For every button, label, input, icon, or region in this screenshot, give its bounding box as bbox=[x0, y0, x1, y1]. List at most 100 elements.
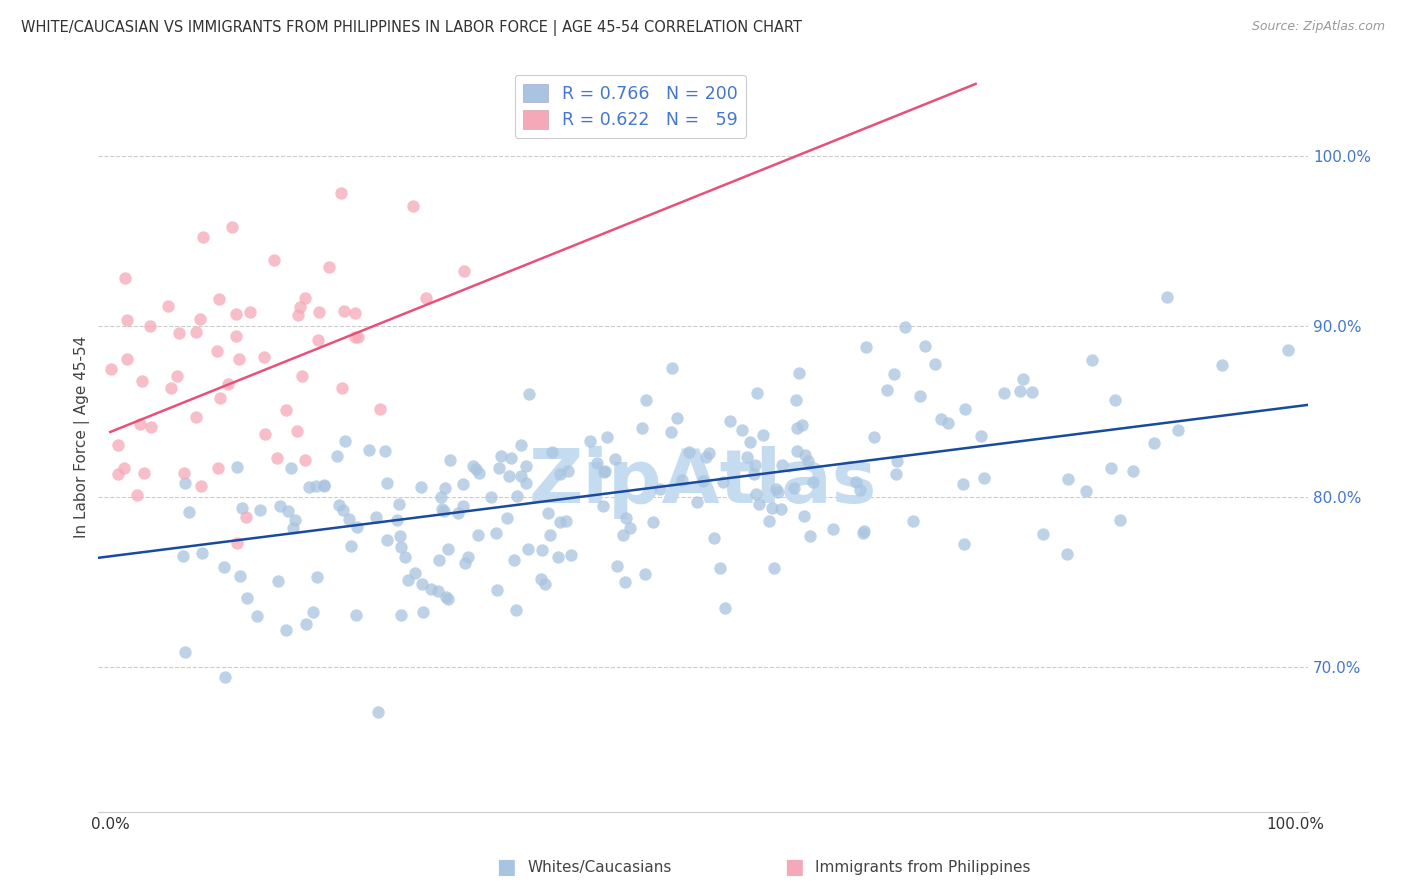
Point bbox=[786, 421, 808, 435]
Point bbox=[167, 326, 190, 340]
Point bbox=[742, 467, 765, 481]
Point bbox=[631, 420, 654, 434]
Point bbox=[745, 487, 768, 501]
Point bbox=[1081, 353, 1104, 368]
Point bbox=[468, 466, 491, 480]
Point bbox=[277, 504, 299, 518]
Point bbox=[436, 592, 458, 607]
Point bbox=[346, 329, 368, 343]
Point bbox=[172, 549, 194, 564]
Point bbox=[650, 483, 672, 497]
Point bbox=[184, 325, 207, 339]
Point bbox=[415, 291, 437, 305]
Point bbox=[530, 542, 553, 557]
Point bbox=[346, 520, 368, 534]
Point bbox=[375, 533, 398, 547]
Point bbox=[769, 502, 792, 516]
Point bbox=[671, 473, 693, 487]
Point bbox=[953, 402, 976, 417]
Point bbox=[267, 574, 290, 588]
Point bbox=[845, 475, 868, 490]
Point bbox=[367, 705, 389, 719]
Point bbox=[129, 417, 152, 431]
Point bbox=[953, 537, 976, 551]
Point bbox=[305, 478, 328, 492]
Point bbox=[451, 477, 474, 491]
Point bbox=[537, 506, 560, 520]
Point bbox=[225, 329, 247, 343]
Text: Immigrants from Philippines: Immigrants from Philippines bbox=[815, 860, 1031, 874]
Point bbox=[686, 495, 709, 509]
Point bbox=[190, 478, 212, 492]
Point bbox=[593, 464, 616, 478]
Point bbox=[426, 584, 449, 599]
Point bbox=[239, 305, 262, 319]
Point bbox=[936, 416, 959, 430]
Point bbox=[801, 475, 824, 489]
Point bbox=[139, 319, 162, 334]
Point bbox=[799, 529, 821, 543]
Point bbox=[550, 467, 572, 482]
Point bbox=[245, 609, 267, 624]
Point bbox=[231, 500, 253, 515]
Point bbox=[266, 450, 288, 465]
Point bbox=[318, 260, 340, 274]
Point bbox=[1211, 358, 1233, 372]
Point bbox=[1010, 384, 1032, 398]
Point bbox=[281, 521, 304, 535]
Point bbox=[228, 352, 250, 367]
Point bbox=[491, 449, 513, 463]
Point bbox=[1277, 343, 1299, 357]
Point bbox=[863, 430, 886, 444]
Point bbox=[375, 476, 398, 491]
Point bbox=[585, 456, 607, 470]
Point bbox=[115, 352, 138, 367]
Point bbox=[132, 467, 155, 481]
Point bbox=[217, 376, 239, 391]
Point bbox=[214, 670, 236, 684]
Point bbox=[903, 514, 925, 528]
Point bbox=[488, 461, 510, 475]
Point bbox=[714, 600, 737, 615]
Point bbox=[464, 462, 486, 476]
Point bbox=[557, 464, 579, 478]
Point bbox=[547, 549, 569, 564]
Point bbox=[703, 531, 725, 545]
Y-axis label: In Labor Force | Age 45-54: In Labor Force | Age 45-54 bbox=[75, 336, 90, 538]
Point bbox=[1156, 290, 1178, 304]
Point bbox=[517, 387, 540, 401]
Point bbox=[735, 450, 758, 464]
Point bbox=[214, 559, 236, 574]
Point bbox=[284, 513, 307, 527]
Point bbox=[388, 497, 411, 511]
Point bbox=[343, 306, 366, 320]
Point bbox=[614, 575, 637, 590]
Point bbox=[294, 616, 316, 631]
Point bbox=[254, 426, 277, 441]
Point bbox=[173, 645, 195, 659]
Point bbox=[554, 514, 576, 528]
Point bbox=[125, 488, 148, 502]
Point bbox=[412, 606, 434, 620]
Point bbox=[389, 607, 412, 622]
Point bbox=[229, 569, 252, 583]
Point bbox=[100, 362, 122, 376]
Point bbox=[748, 497, 770, 511]
Point bbox=[177, 505, 200, 519]
Point bbox=[762, 561, 785, 575]
Point bbox=[516, 542, 538, 557]
Point bbox=[548, 515, 571, 529]
Point bbox=[924, 357, 946, 371]
Point bbox=[765, 482, 787, 496]
Point bbox=[305, 569, 328, 583]
Point bbox=[540, 445, 562, 459]
Point bbox=[876, 383, 898, 397]
Point bbox=[160, 381, 183, 395]
Point bbox=[498, 468, 520, 483]
Point bbox=[184, 409, 207, 424]
Text: WHITE/CAUCASIAN VS IMMIGRANTS FROM PHILIPPINES IN LABOR FORCE | AGE 45-54 CORREL: WHITE/CAUCASIAN VS IMMIGRANTS FROM PHILI… bbox=[21, 20, 801, 36]
Point bbox=[1057, 472, 1080, 486]
Point bbox=[744, 458, 766, 472]
Point bbox=[731, 423, 754, 437]
Point bbox=[636, 393, 658, 408]
